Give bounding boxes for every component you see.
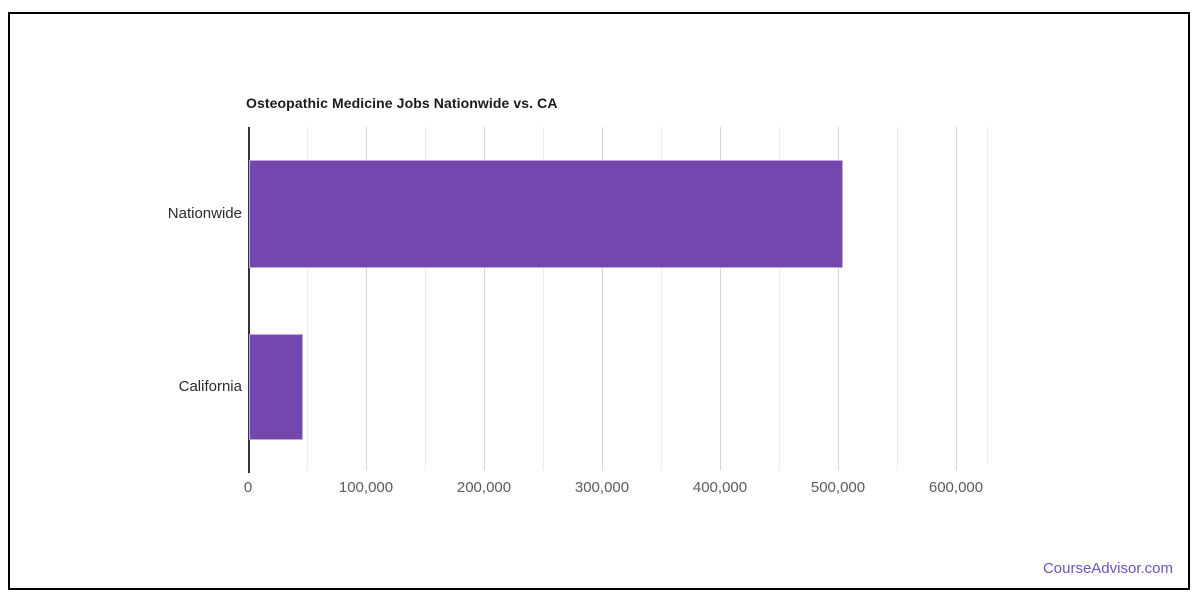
x-tick-label: 0 xyxy=(243,479,253,496)
minor-gridline xyxy=(425,127,426,470)
x-tick-label: 600,000 xyxy=(928,479,984,496)
x-tick-label: 200,000 xyxy=(456,479,512,496)
major-gridline xyxy=(720,127,721,470)
major-gridline xyxy=(484,127,485,470)
minor-gridline xyxy=(307,127,308,470)
chart-title: Osteopathic Medicine Jobs Nationwide vs.… xyxy=(246,95,558,111)
major-gridline xyxy=(602,127,603,470)
chart-card: Osteopathic Medicine Jobs Nationwide vs.… xyxy=(8,12,1190,590)
minor-gridline xyxy=(897,127,898,470)
x-tick-label: 500,000 xyxy=(810,479,866,496)
x-tick-label: 100,000 xyxy=(338,479,394,496)
category-label-california: California xyxy=(178,378,242,395)
major-gridline xyxy=(366,127,367,470)
minor-gridline xyxy=(779,127,780,470)
minor-gridline xyxy=(661,127,662,470)
minor-gridline xyxy=(543,127,544,470)
major-gridline xyxy=(956,127,957,470)
bar-california[interactable] xyxy=(249,334,303,440)
plot-right-edge xyxy=(987,127,988,463)
major-gridline xyxy=(838,127,839,470)
courseadvisor-link[interactable]: CourseAdvisor.com xyxy=(1042,560,1173,577)
category-label-nationwide: Nationwide xyxy=(167,205,242,222)
bar-nationwide[interactable] xyxy=(249,160,843,268)
x-tick-label: 300,000 xyxy=(574,479,630,496)
plot-area: Nationwide California 0 100,000 200,000 300,0… xyxy=(10,14,1188,588)
y-axis-baseline xyxy=(248,127,250,473)
x-tick-label: 400,000 xyxy=(692,479,748,496)
